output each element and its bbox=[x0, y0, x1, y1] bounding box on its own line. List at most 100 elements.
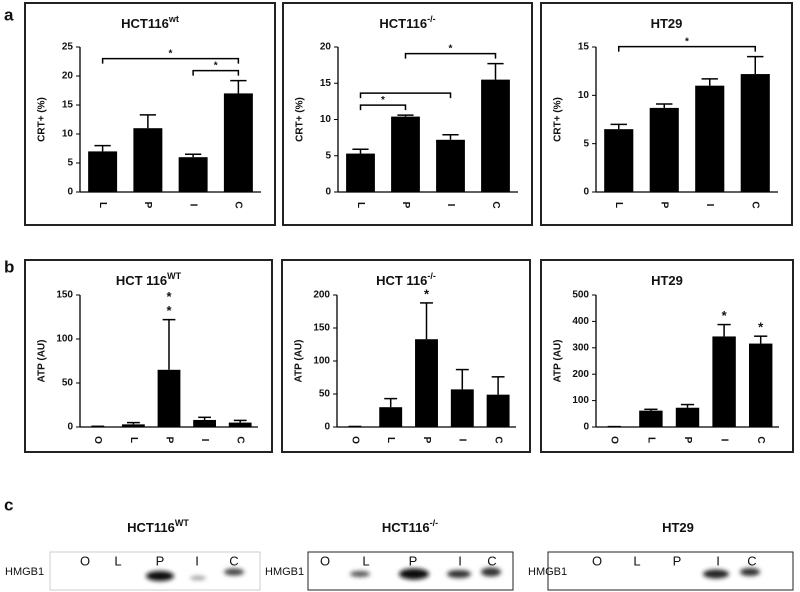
bar bbox=[415, 339, 438, 427]
title: HCT116-/- bbox=[379, 14, 435, 31]
bar bbox=[223, 93, 253, 192]
lane-label: I bbox=[195, 553, 199, 568]
y-axis-label: ATP (AU) bbox=[37, 340, 48, 383]
title-superscript: WT bbox=[175, 518, 189, 528]
band bbox=[224, 568, 244, 576]
blot-frame bbox=[547, 551, 794, 591]
y-tick-label: 150 bbox=[313, 323, 330, 334]
bar bbox=[178, 157, 208, 192]
x-tick-label: O bbox=[609, 436, 620, 444]
band bbox=[481, 567, 501, 577]
band bbox=[190, 576, 206, 580]
significance-label: * bbox=[722, 308, 728, 323]
bar bbox=[379, 407, 403, 427]
band bbox=[740, 568, 760, 576]
y-tick-label: 100 bbox=[313, 356, 330, 367]
y-tick-label: 5 bbox=[67, 158, 73, 169]
lane-label: C bbox=[229, 553, 238, 568]
title-text: HCT116 bbox=[382, 520, 430, 535]
lane-label: C bbox=[747, 553, 756, 568]
x-tick-label: P bbox=[421, 437, 432, 444]
y-tick-label: 10 bbox=[62, 129, 74, 140]
title: HT29 bbox=[651, 273, 683, 288]
x-tick-label: P bbox=[142, 202, 153, 209]
title-superscript: -/- bbox=[427, 14, 436, 24]
title-superscript: -/- bbox=[427, 271, 436, 281]
title: HCT 116WT bbox=[116, 271, 182, 288]
lane-label: P bbox=[673, 553, 682, 568]
significance-bracket bbox=[359, 104, 407, 111]
row-label: HMGB1 bbox=[265, 566, 304, 578]
lane-label: O bbox=[320, 553, 330, 568]
bar bbox=[639, 410, 663, 427]
y-tick-label: 10 bbox=[578, 90, 590, 101]
title-text: HCT 116 bbox=[116, 273, 167, 288]
panel-label: c bbox=[4, 495, 13, 514]
lane-label: P bbox=[409, 553, 418, 568]
bar bbox=[346, 153, 375, 192]
y-axis-label: ATP (AU) bbox=[553, 340, 564, 383]
x-tick-label: L bbox=[355, 202, 366, 208]
bar bbox=[675, 407, 700, 427]
significance-label: * bbox=[758, 320, 764, 335]
x-tick-label: P bbox=[400, 202, 411, 209]
panel-frame bbox=[540, 259, 794, 453]
bar bbox=[740, 74, 770, 192]
significance-label: * bbox=[381, 95, 385, 106]
panel-frame bbox=[281, 259, 531, 453]
y-tick-label: 300 bbox=[572, 342, 589, 353]
x-tick-label: I bbox=[187, 204, 198, 207]
panel-frame bbox=[24, 259, 273, 453]
bar bbox=[228, 422, 252, 427]
x-tick-label: I bbox=[199, 439, 210, 442]
panel-label: b bbox=[4, 257, 14, 276]
significance-bracket bbox=[359, 92, 452, 99]
band bbox=[350, 571, 370, 577]
lane-label: O bbox=[592, 553, 602, 568]
x-tick-label: L bbox=[645, 437, 656, 443]
band bbox=[146, 571, 174, 581]
significance-label: * bbox=[169, 48, 173, 59]
blot-frame bbox=[307, 551, 514, 591]
bar bbox=[391, 116, 420, 192]
blot-bands bbox=[146, 567, 760, 581]
x-tick-label: C bbox=[235, 436, 246, 443]
lane-label: C bbox=[487, 553, 496, 568]
title-text: HCT116 bbox=[121, 16, 169, 31]
lane-label: L bbox=[114, 553, 121, 568]
bar bbox=[712, 336, 736, 427]
y-tick-label: 5 bbox=[325, 150, 331, 161]
panel-frame bbox=[540, 2, 793, 226]
bar bbox=[748, 343, 773, 427]
title: HCT116WT bbox=[127, 518, 189, 535]
title-text: HT29 bbox=[651, 273, 683, 288]
x-tick-label: C bbox=[755, 436, 766, 443]
lane-label: O bbox=[80, 553, 90, 568]
y-tick-label: 50 bbox=[319, 389, 331, 400]
lane-label: I bbox=[716, 553, 720, 568]
panel-frame bbox=[282, 2, 533, 226]
panel-label: a bbox=[4, 5, 14, 24]
significance-label: * bbox=[424, 286, 430, 301]
significance-label: * bbox=[685, 36, 689, 47]
blot-frame bbox=[49, 551, 261, 591]
row-label: HMGB1 bbox=[5, 566, 44, 578]
bar bbox=[695, 85, 725, 192]
y-tick-label: 100 bbox=[56, 334, 73, 345]
y-tick-label: 0 bbox=[67, 422, 73, 433]
y-tick-label: 400 bbox=[572, 316, 589, 327]
y-tick-label: 10 bbox=[320, 114, 332, 125]
bar bbox=[486, 394, 510, 427]
title-text: HCT116 bbox=[379, 16, 427, 31]
y-tick-label: 0 bbox=[67, 187, 73, 198]
title-text: HCT 116 bbox=[376, 273, 427, 288]
bar bbox=[450, 389, 474, 427]
x-tick-label: P bbox=[659, 202, 670, 209]
x-tick-label: O bbox=[92, 436, 103, 444]
bar bbox=[88, 151, 118, 192]
title: HCT116wt bbox=[121, 14, 179, 31]
lane-label: I bbox=[458, 553, 462, 568]
x-tick-label: I bbox=[704, 204, 715, 207]
y-tick-label: 15 bbox=[578, 42, 590, 53]
